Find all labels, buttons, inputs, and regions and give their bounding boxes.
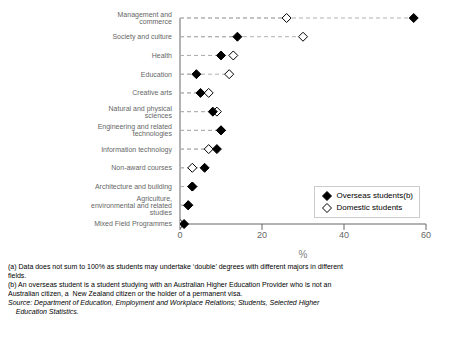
html-text:Source: Department of Educatio: Source: Department of Education, Employm… <box>8 299 320 306</box>
svg-text:Agriculture,environmental and: Agriculture,environmental and relatedstu… <box>91 195 172 216</box>
svg-text:Engineering and relatedtechnol: Engineering and relatedtechnologies <box>98 123 173 138</box>
html-text:(a) Data does not sum to 100%: (a) Data does not sum to 100% as student… <box>8 263 343 270</box>
svg-text:%: % <box>299 249 308 258</box>
svg-text:Education: Education <box>141 71 172 78</box>
html-text:Domestic students: Domestic students <box>336 203 403 212</box>
svg-text:40: 40 <box>339 230 349 240</box>
svg-text:Mixed Field Programmes: Mixed Field Programmes <box>94 220 172 228</box>
svg-text:0: 0 <box>177 230 182 240</box>
svg-text:Society and culture: Society and culture <box>112 33 172 41</box>
svg-text:Natural and physicalsciences: Natural and physicalsciences <box>109 105 173 119</box>
svg-text:Architecture and building: Architecture and building <box>95 183 172 191</box>
svg-text:Health: Health <box>152 52 172 59</box>
svg-text:Creative arts: Creative arts <box>132 89 172 96</box>
html-text:Overseas students(b): Overseas students(b) <box>336 191 413 200</box>
html-text:(b) An overseas student is a s: (b) An overseas student is a student stu… <box>8 281 332 288</box>
html-text:Australian citizen, a New Zeal: Australian citizen, a New Zealand citize… <box>8 290 243 297</box>
svg-text:60: 60 <box>421 230 431 240</box>
svg-text:Information technology: Information technology <box>101 146 172 154</box>
html-text:Education Statistics.: Education Statistics. <box>8 308 79 315</box>
svg-text:Non-award courses: Non-award courses <box>111 164 172 171</box>
svg-text:20: 20 <box>257 230 267 240</box>
html-text:fields.: fields. <box>8 272 27 279</box>
svg-text:Management andcommerce: Management andcommerce <box>118 11 173 25</box>
